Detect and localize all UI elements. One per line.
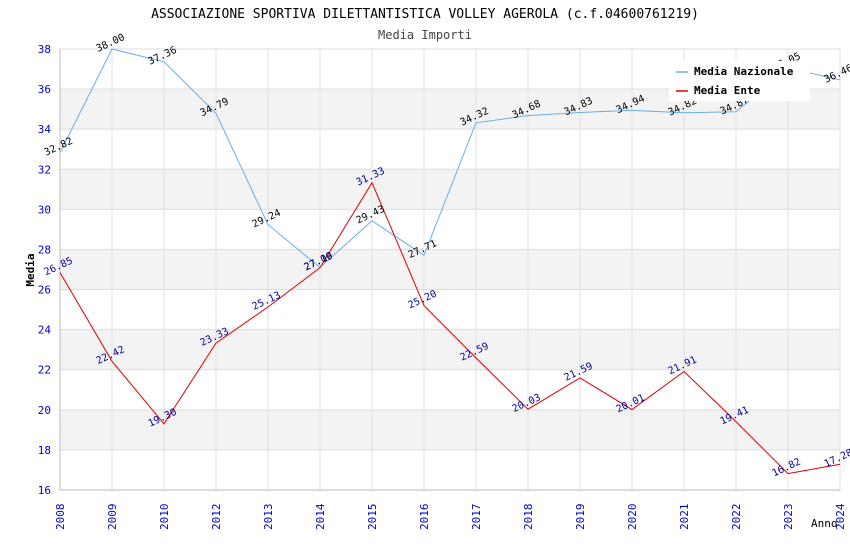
x-tick-label: 2017 [470,504,483,531]
y-tick-label: 32 [38,163,51,176]
y-tick-label: 28 [38,243,51,256]
series-line-media-ente [59,181,841,475]
chart-subtitle: Media Importi [378,28,472,42]
x-tick-label: 2019 [574,504,587,531]
data-label: 29.24 [251,208,283,231]
chart-title: ASSOCIAZIONE SPORTIVA DILETTANTISTICA VO… [151,7,699,22]
legend-label-media-nazionale: Media Nazionale [694,65,794,78]
x-tick-label: 2010 [158,504,171,531]
data-label: 25.13 [251,290,283,313]
data-label: 37.36 [147,45,179,68]
x-tick-label: 2023 [782,504,795,531]
y-tick-label: 36 [38,83,51,96]
x-tick-label: 2016 [418,504,431,531]
grid-band [60,249,840,290]
x-tick-label: 2024 [834,503,847,530]
grid-band [60,329,840,370]
grid-band [60,409,840,450]
x-tick-label: 2008 [54,504,67,531]
x-tick-label: 2020 [626,504,639,531]
x-tick-label: 2018 [522,504,535,531]
y-tick-label: 22 [38,364,51,377]
legend: Media Nazionale Media Ente [669,61,810,101]
data-label: 32.82 [43,136,75,159]
y-tick-label: 30 [38,203,51,216]
y-tick-labels: 16 18 20 22 24 26 28 30 32 34 36 38 [38,43,52,497]
y-axis-label: Media [24,253,37,286]
series-line-media-nazionale [59,48,841,269]
y-tick-label: 38 [38,43,51,56]
data-label: 16.82 [771,457,803,480]
y-tick-label: 34 [38,123,52,136]
y-tick-label: 16 [38,484,51,497]
y-tick-label: 24 [38,324,52,337]
x-tick-label: 2021 [678,504,691,531]
x-tick-label: 2012 [210,504,223,531]
x-tick-label: 2013 [262,504,275,531]
x-tick-labels: 2008 2009 2010 2012 2013 2014 2015 2016 2017 2018… [54,503,847,530]
y-tick-label: 18 [38,444,51,457]
x-axis-label: Anno [811,517,838,530]
series-lines [59,48,841,475]
x-tick-label: 2015 [366,504,379,531]
gridlines [59,48,841,491]
legend-label-media-ente: Media Ente [694,84,761,97]
data-label: 25.20 [407,289,439,312]
axes [59,49,840,491]
legend-box [669,61,810,101]
data-label: 17.28 [823,447,850,470]
y-tick-label: 20 [38,404,51,417]
x-tick-label: 2014 [314,503,327,530]
background-bands [60,89,840,450]
data-label: 36.46 [823,63,850,86]
x-tick-label: 2009 [106,504,119,531]
x-tick-label: 2022 [730,504,743,531]
y-tick-label: 26 [38,284,51,297]
